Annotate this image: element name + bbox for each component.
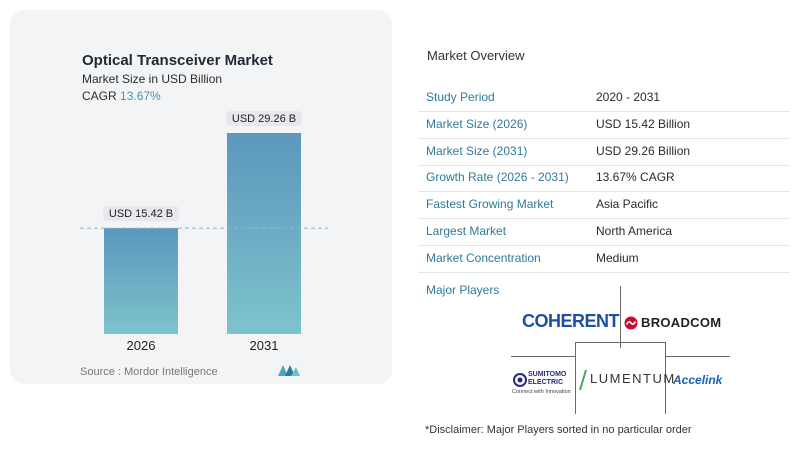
lumentum-logo: LUMENTUM: [590, 371, 676, 386]
broadcom-logo-icon: [624, 316, 638, 330]
data-label-bg: [103, 206, 179, 222]
coherent-logo: COHERENT: [522, 311, 620, 331]
overview-row: Growth Rate (2026 - 2031) 13.67% CAGR: [418, 165, 790, 192]
sumitomo-tagline: Connect with Innovation: [512, 389, 571, 395]
bar-2026: [104, 228, 178, 334]
overview-label: Market Size (2031): [426, 144, 528, 158]
sumitomo-logo-icon: [513, 373, 527, 387]
mordor-logo-icon: [278, 365, 300, 376]
overview-label: Largest Market: [426, 224, 507, 238]
overview-label: Growth Rate (2026 - 2031): [426, 170, 569, 184]
overview-label: Market Size (2026): [426, 117, 528, 131]
data-label: USD 15.42 B: [109, 208, 173, 220]
data-label-bg: [226, 111, 302, 126]
overview-row: Study Period 2020 - 2031: [418, 85, 790, 112]
x-tick-label: 2026: [127, 338, 156, 353]
grid-divider: [575, 342, 666, 343]
overview-value: 13.67% CAGR: [596, 170, 675, 184]
cagr-value: 13.67%: [120, 89, 161, 103]
overview-row: Market Size (2026) USD 15.42 Billion: [418, 112, 790, 139]
grid-divider: [575, 342, 576, 414]
overview-value: 2020 - 2031: [596, 90, 661, 104]
grid-divider: [666, 356, 730, 357]
overview-label: Study Period: [426, 90, 495, 104]
cagr-line: CAGR 13.67%: [82, 89, 161, 103]
x-tick-label: 2031: [250, 338, 279, 353]
grid-divider: [511, 356, 575, 357]
data-label: USD 29.26 B: [232, 113, 296, 125]
chart-card: [10, 10, 392, 384]
overview-row: Largest Market North America: [418, 219, 790, 246]
source-note: Source : Mordor Intelligence: [80, 366, 218, 378]
bar-chart: USD 15.42 B 2026 USD 29.26 B 2031: [80, 111, 328, 353]
sumitomo-logo: SUMITOMO ELECTRIC: [528, 371, 567, 386]
overview-row: Market Size (2031) USD 29.26 Billion: [418, 139, 790, 166]
accelink-logo: Accelink: [673, 373, 723, 387]
disclaimer: *Disclaimer: Major Players sorted in no …: [425, 424, 692, 436]
overview-value: Asia Pacific: [596, 197, 659, 211]
bar-2031: [227, 133, 301, 334]
overview-row: Market Concentration Medium: [418, 246, 790, 273]
overview-value: Medium: [596, 251, 639, 265]
players-title: Major Players: [426, 283, 500, 297]
overview-value: USD 29.26 Billion: [596, 144, 691, 158]
overview-label: Fastest Growing Market: [426, 197, 554, 211]
cagr-label: CAGR: [82, 89, 117, 103]
overview-value: North America: [596, 224, 673, 238]
overview-row: Fastest Growing Market Asia Pacific: [418, 192, 790, 219]
overview-title: Market Overview: [427, 48, 525, 63]
overview-label: Market Concentration: [426, 251, 541, 265]
chart-title: Optical Transceiver Market: [82, 52, 273, 69]
chart-subtitle: Market Size in USD Billion: [82, 72, 223, 86]
lumentum-logo-icon: [579, 369, 587, 391]
grid-divider: [620, 286, 621, 348]
broadcom-logo: BROADCOM: [641, 315, 722, 330]
grid-divider: [665, 342, 666, 414]
overview-value: USD 15.42 Billion: [596, 117, 691, 131]
